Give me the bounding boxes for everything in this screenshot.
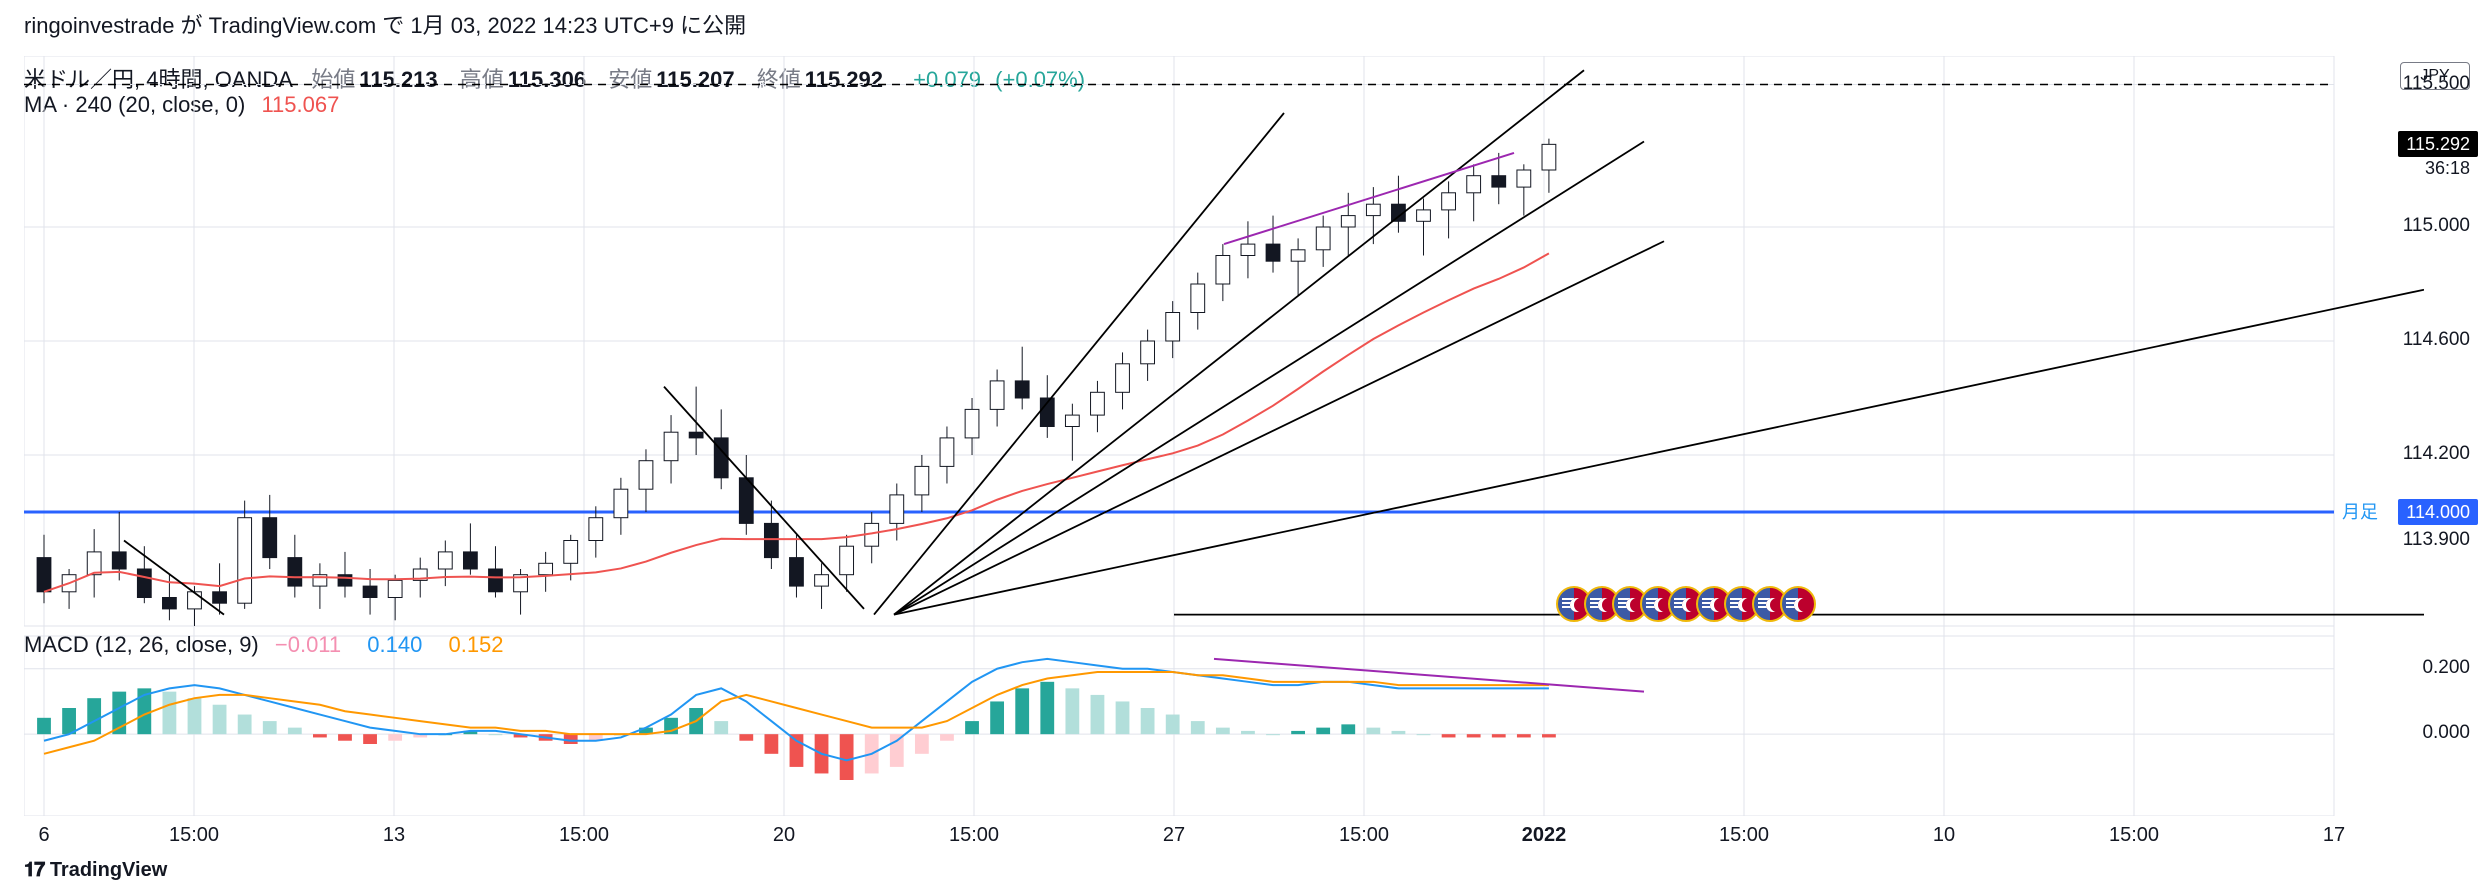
bar-countdown: 36:18: [2425, 158, 2470, 179]
time-tick: 10: [1933, 824, 1955, 847]
chart-container: ringoinvestrade が TradingView.com で 1月 0…: [0, 0, 2478, 890]
time-tick: 15:00: [559, 824, 609, 847]
time-tick: 27: [1163, 824, 1185, 847]
time-tick: 2022: [1522, 824, 1567, 847]
time-tick: 13: [383, 824, 405, 847]
blue-price-flag: 114.000: [2398, 499, 2478, 525]
price-tick: 113.900: [2390, 529, 2470, 551]
macd-hist-value: −0.011: [275, 632, 341, 657]
time-tick: 15:00: [949, 824, 999, 847]
event-flag-icons[interactable]: [1564, 586, 1816, 622]
price-tick: 115.000: [2390, 215, 2470, 237]
time-x-axis: 6 15:00 13 15:00 20 15:00 27 15:00 2022 15:00 10 15…: [24, 824, 2424, 852]
chart-area[interactable]: [24, 56, 2424, 816]
macd-signal-value: 0.152: [448, 632, 503, 657]
tv-icon: 𝟏𝟕: [24, 859, 44, 881]
price-tick: 115.500: [2390, 73, 2470, 95]
macd-tick: 0.000: [2390, 722, 2470, 744]
last-price-flag: 115.292: [2398, 131, 2478, 157]
monthly-label: 月足: [2342, 498, 2378, 524]
chart-svg[interactable]: [24, 56, 2424, 816]
tradingview-logo: 𝟏𝟕 TradingView: [24, 859, 167, 882]
macd-line-value: 0.140: [367, 632, 422, 657]
footer-text: TradingView: [50, 859, 167, 881]
time-tick: 15:00: [2109, 824, 2159, 847]
time-tick: 20: [773, 824, 795, 847]
macd-indicator-row: MACD (12, 26, close, 9) −0.011 0.140 0.1…: [24, 632, 514, 658]
time-tick: 15:00: [1339, 824, 1389, 847]
macd-label: MACD (12, 26, close, 9): [24, 632, 259, 657]
time-tick: 17: [2323, 824, 2345, 847]
time-tick: 15:00: [1719, 824, 1769, 847]
price-tick: 114.600: [2390, 329, 2470, 351]
econ-event-icon[interactable]: [1780, 586, 1816, 622]
price-tick: 114.200: [2390, 443, 2470, 465]
time-tick: 6: [38, 824, 49, 847]
time-tick: 15:00: [169, 824, 219, 847]
macd-tick: 0.200: [2390, 657, 2470, 679]
publish-caption: ringoinvestrade が TradingView.com で 1月 0…: [24, 8, 746, 40]
